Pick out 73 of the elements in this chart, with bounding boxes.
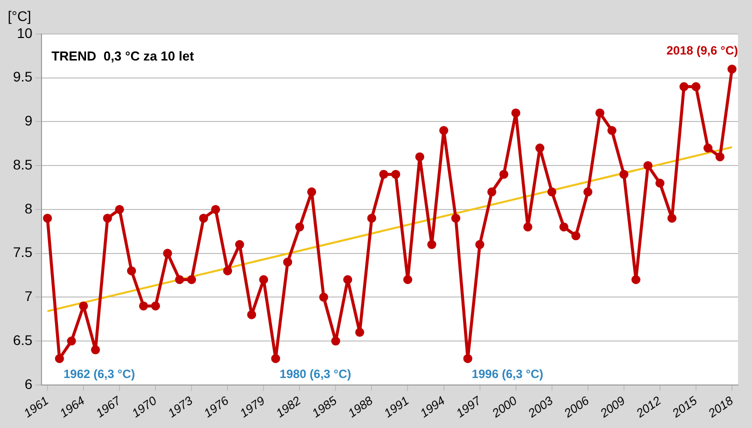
point (451, 214, 460, 223)
point (54, 354, 64, 364)
point (271, 354, 280, 364)
point (139, 301, 148, 310)
point (583, 187, 592, 196)
y-tick-label: 7.5 (12, 244, 33, 260)
point (355, 328, 364, 337)
point (631, 275, 640, 284)
y-tick-label: 9 (24, 112, 33, 129)
point (427, 240, 436, 250)
point (115, 204, 124, 214)
annotation: 1996 (6,3 °C) (472, 366, 544, 381)
point (42, 214, 52, 223)
y-tick-label: 8 (24, 200, 33, 216)
point (727, 64, 736, 74)
point (643, 161, 652, 170)
point (403, 275, 412, 284)
y-tick-label: 9.5 (12, 68, 33, 85)
point (475, 240, 484, 250)
point (175, 275, 184, 284)
point (259, 275, 268, 284)
point (295, 222, 304, 232)
point (151, 301, 160, 310)
point (127, 266, 136, 276)
y-tick-label: 6.5 (12, 332, 33, 348)
point (307, 187, 316, 196)
point (679, 82, 688, 92)
point (283, 258, 292, 267)
point (235, 240, 244, 250)
point (667, 214, 676, 223)
point (223, 266, 232, 276)
point (559, 222, 568, 232)
point (391, 170, 400, 179)
y-tick-label: 10 (16, 24, 33, 41)
point (487, 187, 496, 196)
point (703, 144, 712, 153)
point (547, 187, 556, 196)
point (103, 214, 112, 223)
point (619, 170, 628, 179)
point (415, 152, 424, 162)
y-tick-label: 7 (24, 288, 33, 304)
annotation: 1962 (6,3 °C) (63, 366, 135, 381)
point (715, 152, 724, 162)
y-tick-label: 6 (24, 376, 33, 392)
point (187, 275, 196, 284)
point (655, 178, 664, 188)
point (319, 292, 328, 302)
point (511, 108, 520, 118)
point (331, 336, 340, 346)
point (343, 275, 352, 284)
point (367, 214, 376, 223)
point (607, 126, 616, 135)
annotation: 2018 (9,6 °C) (666, 43, 738, 58)
point (571, 231, 580, 240)
point (499, 170, 508, 179)
point (535, 144, 544, 153)
annotation: TREND 0,3 °C za 10 let (51, 48, 195, 64)
point (163, 248, 172, 258)
point (691, 82, 700, 92)
point (78, 301, 88, 310)
y-tick-label: 8.5 (12, 156, 33, 172)
point (463, 354, 472, 364)
annotation: 1980 (6,3 °C) (280, 366, 352, 381)
point (439, 126, 448, 135)
point (199, 214, 208, 223)
y-axis-title: [°C] (8, 8, 32, 24)
point (66, 336, 76, 346)
point (247, 310, 256, 320)
point (595, 108, 604, 118)
point (91, 345, 100, 354)
point (523, 222, 532, 232)
point (379, 170, 388, 179)
point (211, 204, 220, 214)
